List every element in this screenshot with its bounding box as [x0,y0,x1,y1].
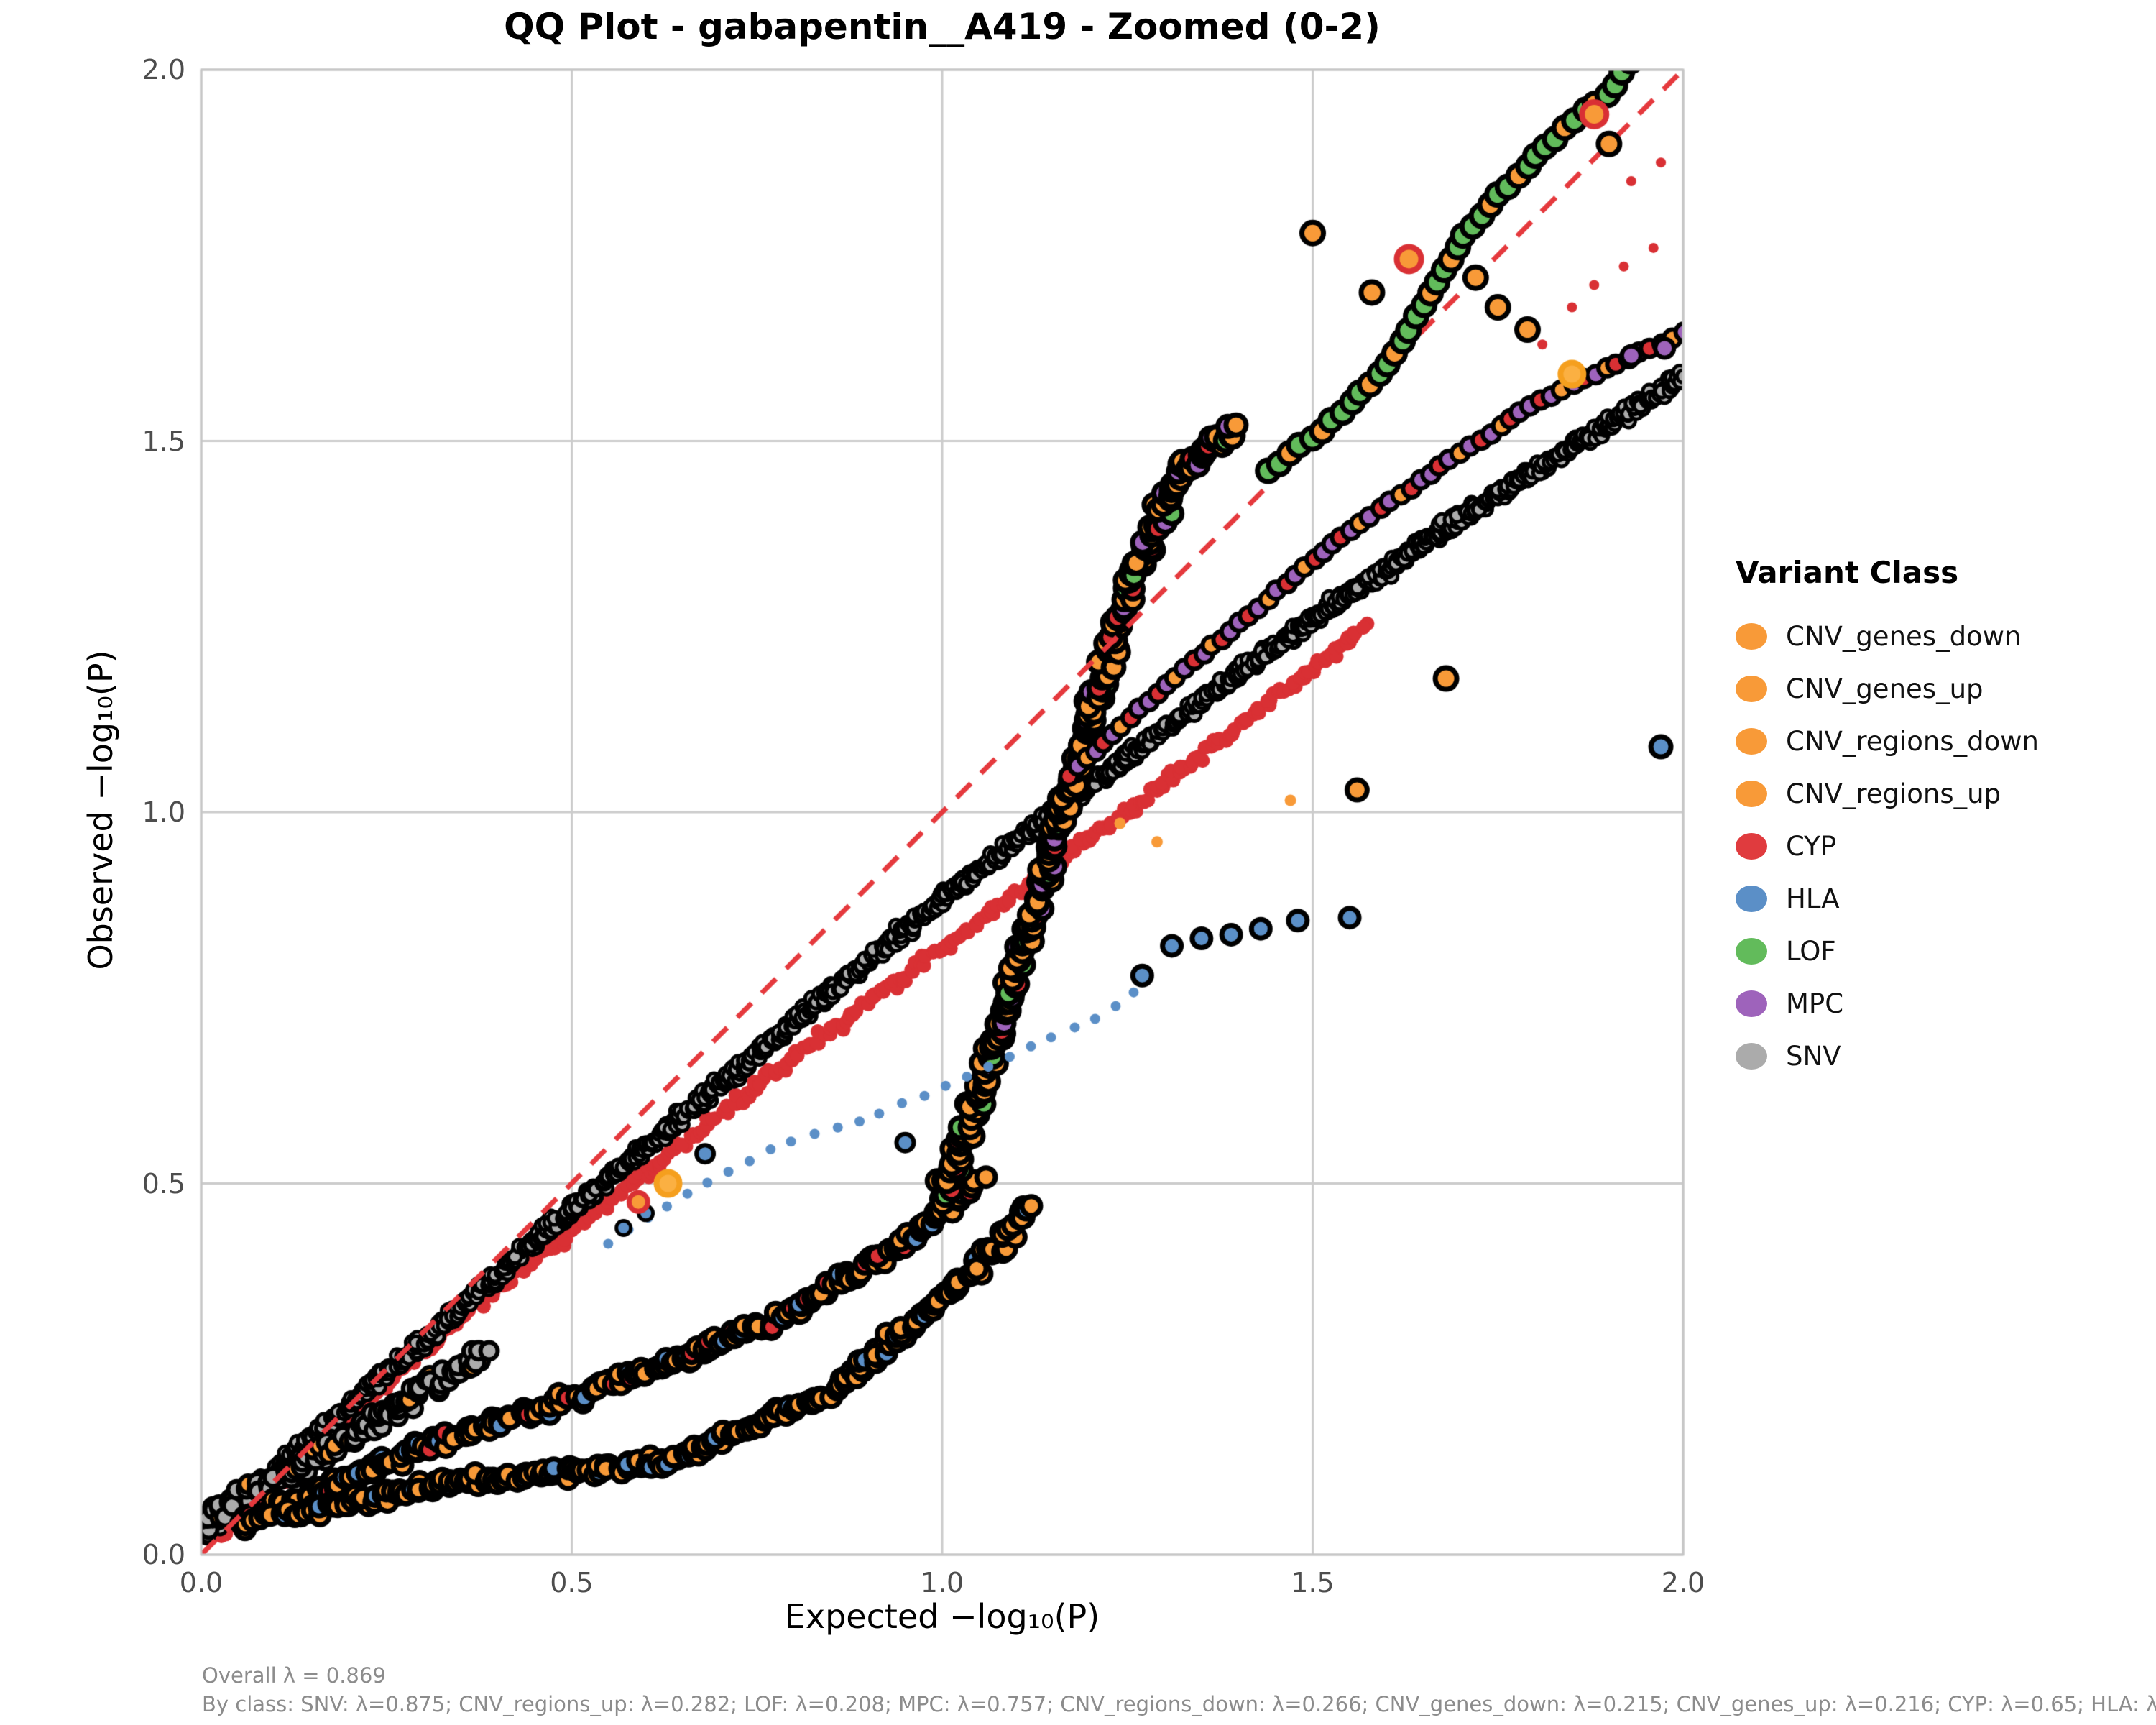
legend-item-CNV_regions_down: CNV_regions_down [1736,715,2156,768]
chart-title: QQ Plot - gabapentin__A419 - Zoomed (0-2… [504,6,1381,47]
legend-label: MPC [1786,988,1844,1019]
y-tick-label-2.0: 2.0 [142,54,185,86]
legend-marker-CYP-icon [1736,833,1767,860]
x-tick-label-0.5: 0.5 [550,1567,594,1598]
legend-marker-CNV_genes_down-icon [1736,623,1767,650]
legend-marker-CNV_regions_up-icon [1736,781,1767,807]
legend-item-HLA: HLA [1736,873,2156,925]
x-tick-label-1.5: 1.5 [1291,1567,1335,1598]
y-tick-label-0.5: 0.5 [142,1167,185,1200]
legend-label: CNV_regions_down [1786,726,2039,757]
legend-item-CNV_regions_up: CNV_regions_up [1736,768,2156,820]
legend-label: CNV_genes_down [1786,621,2022,652]
legend-label: CNV_regions_up [1786,778,2001,809]
legend-marker-HLA-icon [1736,886,1767,912]
legend-item-LOF: LOF [1736,925,2156,978]
x-tick-label-1.0: 1.0 [920,1567,964,1598]
legend-marker-CNV_genes_up-icon [1736,676,1767,702]
x-axis-label: Expected −log₁₀(P) [784,1597,1100,1636]
legend-marker-MPC-icon [1736,990,1767,1017]
legend-marker-CNV_regions_down-icon [1736,728,1767,755]
by-class-lambda-annotation: By class: SNV: λ=0.875; CNV_regions_up: … [202,1692,2156,1716]
y-tick-label-1.5: 1.5 [142,425,185,457]
legend-marker-LOF-icon [1736,938,1767,965]
legend-title: Variant Class [1736,555,1959,590]
legend-label: CNV_genes_up [1786,673,1984,704]
y-tick-label-0.0: 0.0 [142,1539,185,1570]
legend-item-CNV_genes_up: CNV_genes_up [1736,663,2156,715]
legend-item-MPC: MPC [1736,978,2156,1030]
legend-label: CYP [1786,831,1837,862]
y-tick-label-1.0: 1.0 [142,796,185,828]
legend-label: LOF [1786,936,1836,967]
legend-items: CNV_genes_down CNV_genes_up CNV_regions_do… [1736,610,2156,1082]
legend-marker-SNV-icon [1736,1043,1767,1070]
legend: Variant Class CNV_genes_down CNV_genes_up… [1736,555,2156,1082]
overall-lambda-annotation: Overall λ = 0.869 [202,1663,386,1688]
legend-label: HLA [1786,883,1840,914]
legend-label: SNV [1786,1041,1841,1072]
legend-item-SNV: SNV [1736,1030,2156,1082]
x-tick-label-2.0: 2.0 [1661,1567,1705,1598]
x-tick-label-0.0: 0.0 [179,1567,224,1598]
legend-item-CNV_genes_down: CNV_genes_down [1736,610,2156,663]
legend-item-CYP: CYP [1736,820,2156,873]
